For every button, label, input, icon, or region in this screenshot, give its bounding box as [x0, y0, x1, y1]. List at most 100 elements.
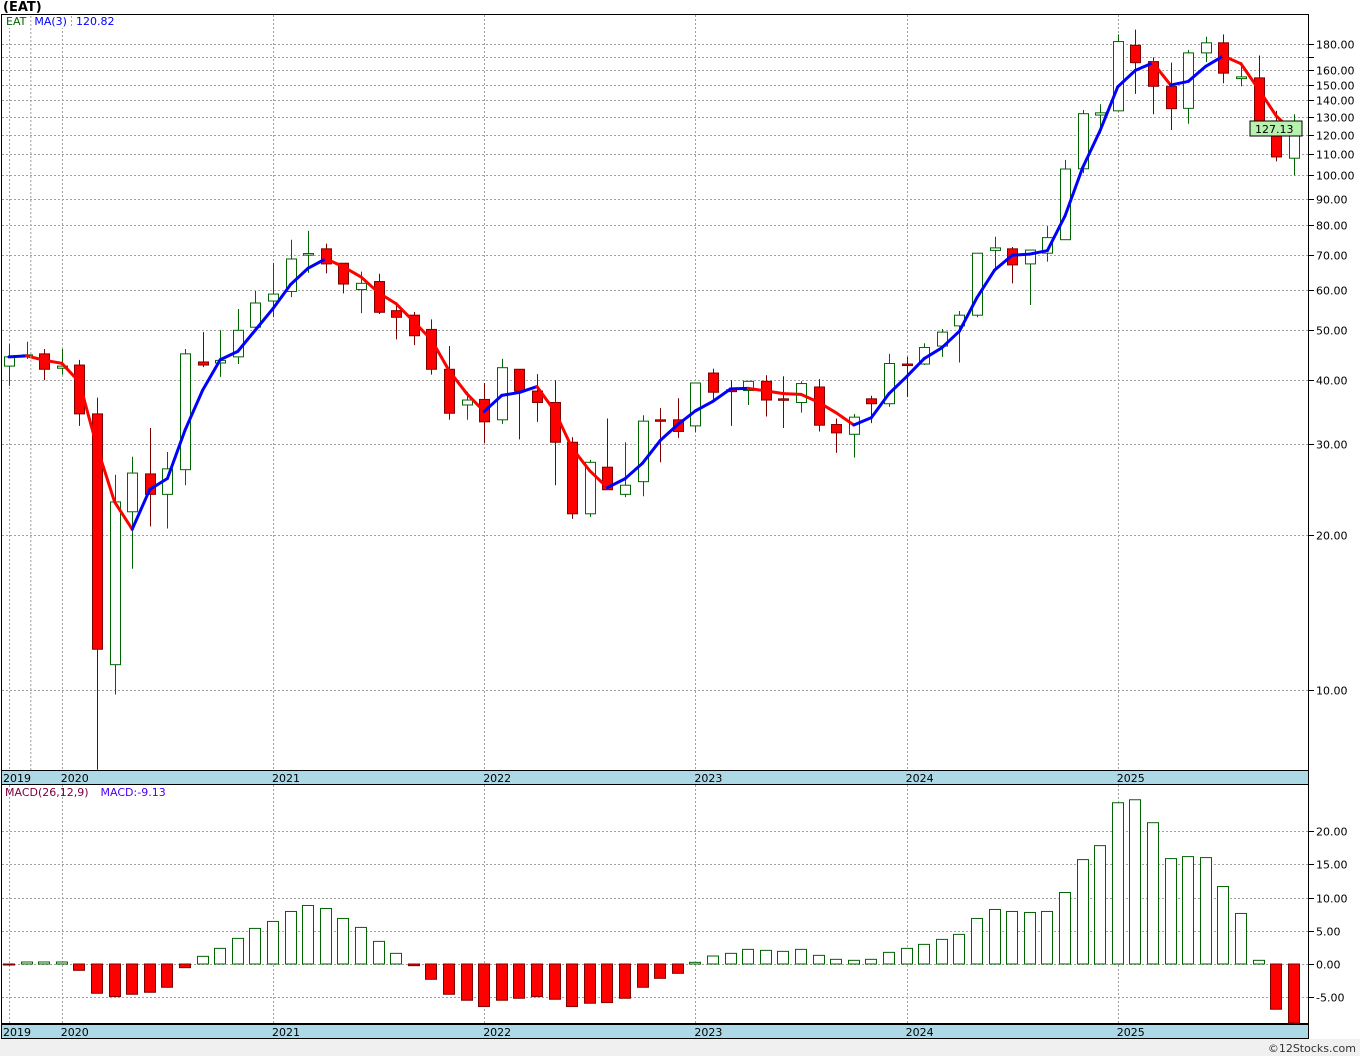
ma-segment: [693, 399, 715, 413]
ma-segment: [412, 320, 433, 342]
ma-segment: [7, 354, 29, 359]
year-label: 2025: [1117, 1026, 1145, 1039]
macd-bar-positive: [1217, 886, 1229, 965]
price-tick-label: 10.00: [1316, 685, 1348, 698]
ma-segment: [817, 400, 838, 415]
macd-bar-positive: [337, 917, 349, 965]
candle-down: [74, 364, 85, 415]
ma-segment: [869, 392, 891, 420]
price-tick-label: 100.00: [1316, 170, 1355, 183]
ma-segment: [341, 265, 363, 279]
ma-segment: [781, 392, 803, 396]
macd-bar-positive: [936, 938, 948, 965]
macd-bar-positive: [953, 933, 965, 965]
ma-segment: [271, 283, 293, 311]
macd-bar-positive: [1077, 859, 1089, 965]
macd-bar-negative: [91, 963, 103, 994]
last-price-label: 127.13: [1255, 123, 1294, 136]
footer-bar: [0, 1039, 1360, 1056]
ma-segment: [641, 439, 662, 465]
candle-up: [690, 382, 701, 427]
ma-segment: [940, 329, 961, 350]
macd-bar-positive: [232, 937, 244, 965]
ma-segment: [517, 385, 539, 394]
macd-bar-negative: [1270, 963, 1282, 1010]
price-tick-label: 20.00: [1316, 530, 1348, 543]
macd-bar-negative: [425, 963, 437, 980]
ma-segment: [957, 296, 979, 333]
macd-bar-positive: [971, 917, 983, 965]
ma-segment: [1133, 61, 1155, 72]
ma-segment: [553, 409, 574, 450]
price-tick-label: 40.00: [1316, 375, 1348, 388]
macd-tick-label: 0.00: [1316, 959, 1341, 972]
macd-bar-positive: [1200, 857, 1212, 965]
price-tick-label: 90.00: [1316, 194, 1348, 207]
macd-tick-label: 5.00: [1316, 926, 1341, 939]
candle-up: [1113, 41, 1124, 112]
candle-down: [831, 424, 842, 434]
ma-segment: [465, 391, 486, 414]
ma-segment: [570, 446, 592, 473]
macd-bar-positive: [883, 951, 895, 965]
macd-bar-negative: [566, 963, 578, 1008]
ma-segment: [905, 357, 926, 379]
candle-down: [866, 398, 877, 405]
ma-segment: [42, 358, 64, 365]
year-label: 2023: [694, 1026, 722, 1039]
candle-up: [356, 282, 367, 291]
ma-segment: [1116, 68, 1137, 89]
macd-bar-positive: [1006, 910, 1018, 965]
last-price-marker: 127.13: [1249, 120, 1303, 137]
candle-up: [1025, 249, 1036, 265]
macd-bar-positive: [795, 948, 807, 965]
macd-bar-positive: [249, 927, 261, 965]
candle-down: [1166, 86, 1177, 110]
macd-bar-positive: [197, 955, 209, 965]
candle-down: [92, 413, 103, 650]
price-tick-label: 60.00: [1316, 285, 1348, 298]
macd-bar-positive: [830, 958, 842, 965]
ma-segment: [306, 257, 328, 270]
copyright-footer: ©12Stocks.com: [1268, 1042, 1356, 1055]
ma-segment: [482, 393, 504, 414]
ma-segment: [1239, 62, 1261, 91]
year-label: 2019: [3, 772, 31, 785]
candle-up: [972, 252, 983, 316]
ma-segment: [1028, 249, 1049, 256]
macd-bar-negative: [461, 963, 473, 1001]
ma-segment: [605, 477, 627, 490]
ma-segment: [1063, 166, 1085, 218]
macd-bar-positive: [285, 910, 297, 965]
macd-legend-name: MACD(26,12,9): [5, 786, 89, 799]
macd-bar-positive: [1147, 822, 1159, 965]
macd-histogram: [3, 799, 1300, 1024]
year-label: 2022: [483, 772, 511, 785]
ma-segment: [113, 500, 134, 531]
legend-symbol: EAT: [6, 15, 27, 28]
ma-segment: [764, 389, 785, 396]
macd-panel-frame: [1, 784, 1309, 1024]
ma-segment: [799, 392, 821, 404]
macd-bar-negative: [531, 963, 543, 998]
macd-bar-positive: [989, 908, 1001, 965]
macd-bar-positive: [390, 952, 402, 965]
candle-up: [1201, 42, 1212, 54]
macd-bar-positive: [373, 940, 385, 965]
macd-bar-negative: [161, 963, 173, 988]
candle-up: [884, 362, 895, 405]
macd-y-axis: -5.00 0.00 5.00 10.00 15.00 20.00: [1308, 826, 1348, 1005]
candle-down: [532, 390, 543, 403]
last-price-box: [1249, 120, 1303, 137]
macd-bar-positive: [1165, 858, 1177, 965]
candle-down: [778, 398, 789, 401]
ma-segment: [429, 338, 451, 373]
macd-bar-positive: [848, 959, 860, 965]
macd-bar-negative: [144, 963, 156, 993]
ma-segment: [201, 358, 222, 392]
price-tick-label: 120.00: [1316, 130, 1355, 143]
ma-segment: [1221, 54, 1243, 66]
candle-down: [902, 363, 913, 367]
price-tick-label: 30.00: [1316, 439, 1348, 452]
ma-segment: [359, 275, 381, 295]
